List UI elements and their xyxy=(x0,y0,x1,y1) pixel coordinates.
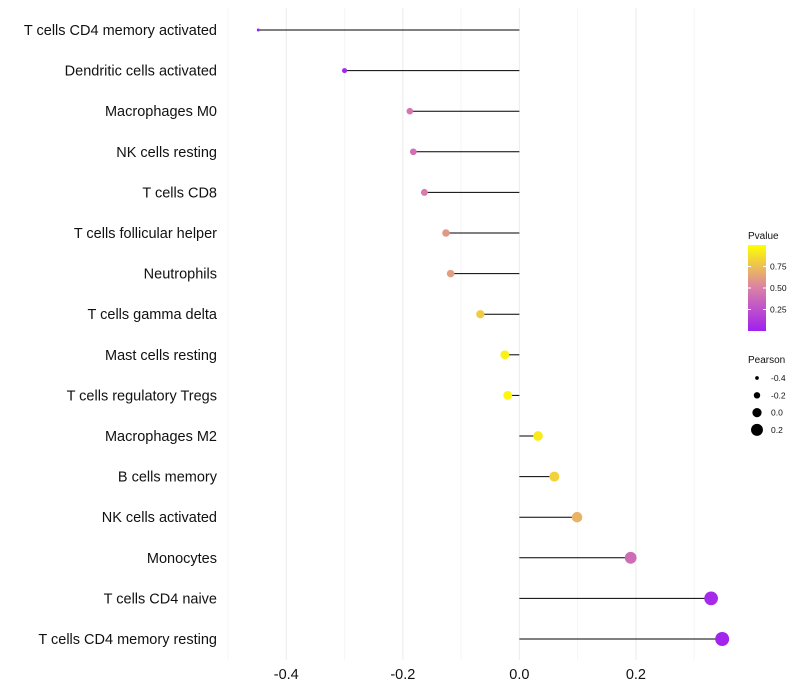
colorbar-tick-label: 0.50 xyxy=(770,283,787,293)
pearson-legend-title: Pearson xyxy=(748,355,785,366)
colorbar-tick-label: 0.75 xyxy=(770,262,787,272)
data-point xyxy=(409,148,417,156)
x-tick-label: -0.2 xyxy=(390,667,415,683)
size-legend-label: -0.2 xyxy=(771,390,786,400)
data-point xyxy=(624,551,637,564)
grid-lines xyxy=(227,8,695,660)
data-point xyxy=(549,471,560,482)
x-tick-label: 0.2 xyxy=(626,667,646,683)
category-label: Monocytes xyxy=(147,551,217,567)
category-label: T cells CD4 memory activated xyxy=(24,23,217,39)
data-point xyxy=(500,350,510,360)
data-point xyxy=(715,632,730,646)
data-point xyxy=(256,28,260,32)
stems xyxy=(258,29,723,640)
points xyxy=(256,28,730,646)
data-point xyxy=(406,107,414,115)
data-point xyxy=(342,68,348,74)
data-point xyxy=(476,310,485,319)
category-label: T cells regulatory Tregs xyxy=(67,388,217,404)
x-tick-label: 0.0 xyxy=(509,667,529,683)
data-point xyxy=(704,591,718,606)
size-legend-label: 0.2 xyxy=(771,425,783,435)
category-label: Neutrophils xyxy=(144,267,217,283)
size-legend-dot xyxy=(753,392,761,399)
pvalue-legend-title: Pvalue xyxy=(748,231,779,242)
category-label: T cells CD4 naive xyxy=(104,591,217,607)
size-legend-label: 0.0 xyxy=(771,408,783,418)
data-point xyxy=(420,188,428,196)
pvalue-legend: Pvalue 0.75 0.50 0.25 xyxy=(748,231,787,331)
category-label: Macrophages M2 xyxy=(105,429,217,445)
data-point xyxy=(446,269,455,278)
size-legend-dot xyxy=(752,408,762,418)
category-label: T cells CD8 xyxy=(142,185,217,201)
category-label: T cells CD4 memory resting xyxy=(38,632,217,648)
category-label: Macrophages M0 xyxy=(105,104,217,120)
category-label: T cells follicular helper xyxy=(74,226,217,242)
category-label: T cells gamma delta xyxy=(88,307,218,323)
data-point xyxy=(571,511,583,523)
size-legend-label: -0.4 xyxy=(771,373,786,383)
x-axis-ticks: -0.4 -0.2 0.0 0.2 xyxy=(274,667,646,683)
x-tick-label: -0.4 xyxy=(274,667,299,683)
category-labels: T cells CD4 memory activated Dendritic ce… xyxy=(24,23,218,648)
category-label: Dendritic cells activated xyxy=(65,64,217,80)
size-legend-dot xyxy=(751,423,763,436)
category-label: NK cells activated xyxy=(102,510,217,526)
category-label: Mast cells resting xyxy=(105,348,217,364)
data-point xyxy=(503,390,513,400)
category-label: B cells memory xyxy=(118,470,218,486)
data-point xyxy=(442,229,450,237)
data-point xyxy=(533,431,543,441)
pvalue-colorbar xyxy=(748,245,766,331)
category-label: NK cells resting xyxy=(116,145,217,161)
size-legend-dot xyxy=(755,376,759,380)
pearson-legend: Pearson -0.4 -0.2 0.0 0.2 xyxy=(748,355,786,436)
colorbar-tick-label: 0.25 xyxy=(770,305,787,315)
